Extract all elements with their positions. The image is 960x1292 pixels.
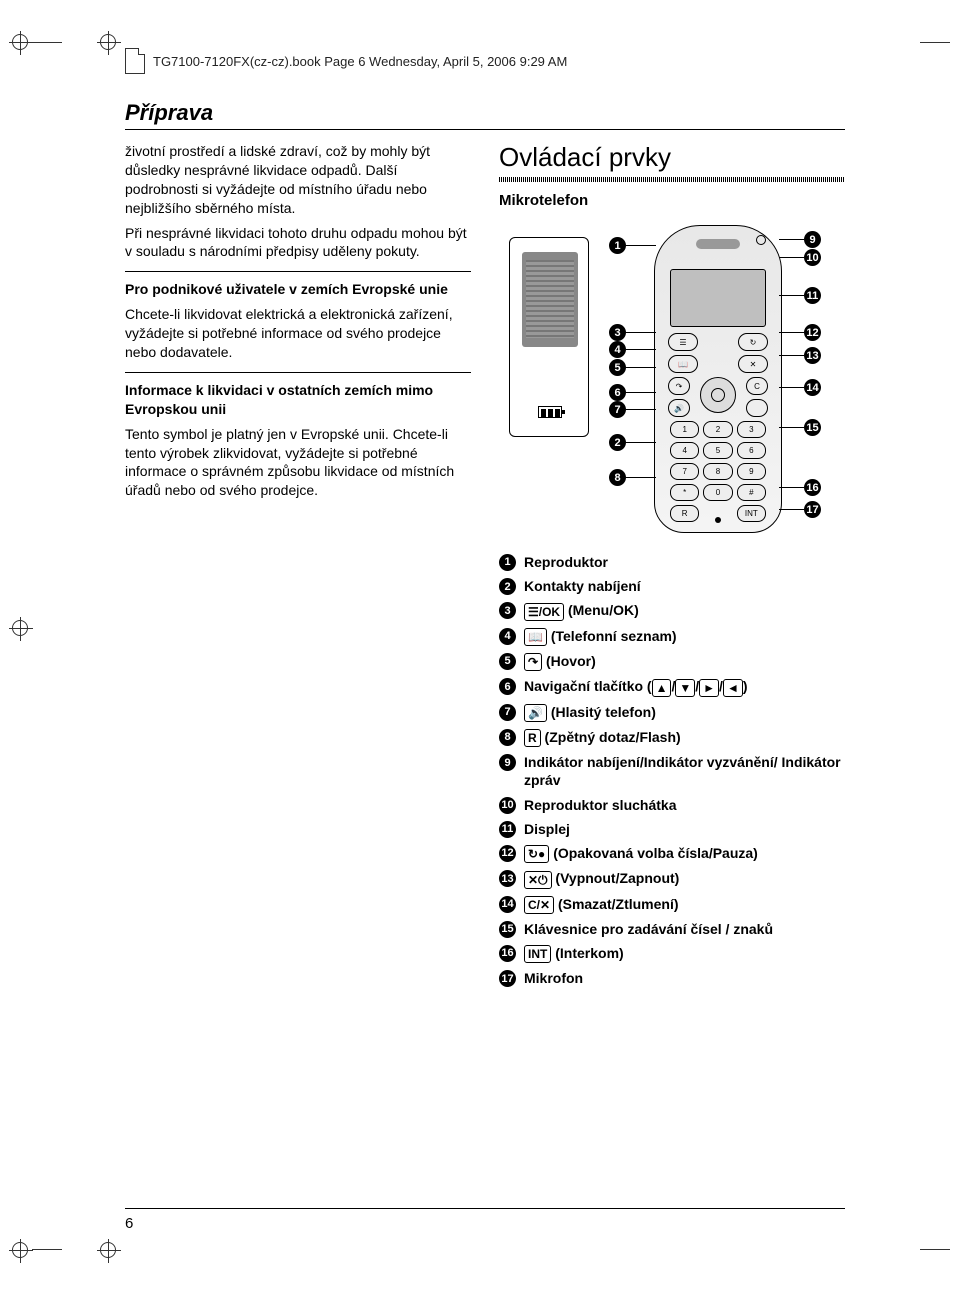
legend-item-3: 3 ☰/OK (Menu/OK) bbox=[499, 601, 845, 620]
legend-num-9: 9 bbox=[499, 754, 516, 771]
page-number: 6 bbox=[125, 1208, 845, 1232]
callout-5: 5 bbox=[609, 359, 626, 376]
callout-2: 2 bbox=[609, 434, 626, 451]
callout-12: 12 bbox=[804, 324, 821, 341]
legend-item-15: 15 Klávesnice pro zadávání čísel / znaků bbox=[499, 920, 845, 938]
callout-14: 14 bbox=[804, 379, 821, 396]
legend-text-9: Indikátor nabíjení/Indikátor vyzvánění/ … bbox=[524, 753, 845, 789]
legend-item-10: 10 Reproduktor sluchátka bbox=[499, 796, 845, 814]
legend-item-13: 13 ✕⏻ (Vypnout/Zapnout) bbox=[499, 869, 845, 888]
header-file-info: TG7100-7120FX(cz-cz).book Page 6 Wednesd… bbox=[125, 48, 567, 74]
legend-text-13: ✕⏻ (Vypnout/Zapnout) bbox=[524, 869, 679, 888]
legend-item-7: 7 🔊 (Hlasitý telefon) bbox=[499, 703, 845, 722]
callout-4: 4 bbox=[609, 341, 626, 358]
callout-6: 6 bbox=[609, 384, 626, 401]
legend-num-12: 12 bbox=[499, 845, 516, 862]
legend-text-14: C/✕ (Smazat/Ztlumení) bbox=[524, 895, 679, 914]
right-column: Ovládací prvky Mikrotelefon ☰↻ 📖✕ bbox=[499, 142, 845, 993]
callout-17: 17 bbox=[804, 501, 821, 518]
book-icon bbox=[125, 48, 145, 74]
legend-text-4: 📖 (Telefonní seznam) bbox=[524, 627, 677, 646]
legend-item-17: 17 Mikrofon bbox=[499, 969, 845, 987]
callout-7: 7 bbox=[609, 401, 626, 418]
para-1: životní prostředí a lidské zdraví, což b… bbox=[125, 142, 471, 218]
legend-num-6: 6 bbox=[499, 678, 516, 695]
callout-13: 13 bbox=[804, 347, 821, 364]
page-content: Příprava životní prostředí a lidské zdra… bbox=[125, 100, 845, 993]
legend-item-11: 11 Displej bbox=[499, 820, 845, 838]
legend-num-16: 16 bbox=[499, 945, 516, 962]
legend-num-15: 15 bbox=[499, 921, 516, 938]
legend-text-1: Reproduktor bbox=[524, 553, 608, 571]
legend-text-3: ☰/OK (Menu/OK) bbox=[524, 601, 639, 620]
legend-num-8: 8 bbox=[499, 729, 516, 746]
callout-15: 15 bbox=[804, 419, 821, 436]
legend-num-11: 11 bbox=[499, 821, 516, 838]
para-2: Při nesprávné likvidaci tohoto druhu odp… bbox=[125, 224, 471, 262]
callout-9: 9 bbox=[804, 231, 821, 248]
legend-item-4: 4 📖 (Telefonní seznam) bbox=[499, 627, 845, 646]
legend-text-11: Displej bbox=[524, 820, 570, 838]
callout-8: 8 bbox=[609, 469, 626, 486]
legend-num-1: 1 bbox=[499, 554, 516, 571]
left-column: životní prostředí a lidské zdraví, což b… bbox=[125, 142, 471, 993]
legend-text-16: INT (Interkom) bbox=[524, 944, 624, 963]
legend-item-5: 5 ↷ (Hovor) bbox=[499, 652, 845, 671]
legend-num-3: 3 bbox=[499, 602, 516, 619]
legend-text-6: Navigační tlačítko (▲/▼/►/◄) bbox=[524, 677, 748, 696]
legend-text-12: ↻● (Opakovaná volba čísla/Pauza) bbox=[524, 844, 758, 863]
subheading-eu: Pro podnikové uživatele v zemích Evropsk… bbox=[125, 280, 471, 299]
callout-1: 1 bbox=[609, 237, 626, 254]
zoom-inset bbox=[509, 237, 589, 437]
legend-text-8: R (Zpětný dotaz/Flash) bbox=[524, 728, 681, 747]
handset-illustration: ☰↻ 📖✕ ↷C 🔊 123 456 789 *0# RINT bbox=[654, 225, 782, 533]
legend-item-16: 16 INT (Interkom) bbox=[499, 944, 845, 963]
legend-list: 1 Reproduktor 2 Kontakty nabíjení 3 ☰/OK (Men… bbox=[499, 553, 845, 987]
legend-num-14: 14 bbox=[499, 896, 516, 913]
legend-num-17: 17 bbox=[499, 970, 516, 987]
callout-10: 10 bbox=[804, 249, 821, 266]
para-3: Chcete-li likvidovat elektrická a elektr… bbox=[125, 305, 471, 362]
para-4: Tento symbol je platný jen v Evropské un… bbox=[125, 425, 471, 501]
legend-text-15: Klávesnice pro zadávání čísel / znaků bbox=[524, 920, 773, 938]
legend-item-1: 1 Reproduktor bbox=[499, 553, 845, 571]
callout-16: 16 bbox=[804, 479, 821, 496]
legend-text-10: Reproduktor sluchátka bbox=[524, 796, 676, 814]
legend-text-7: 🔊 (Hlasitý telefon) bbox=[524, 703, 656, 722]
legend-item-9: 9 Indikátor nabíjení/Indikátor vyzvánění/… bbox=[499, 753, 845, 789]
legend-item-12: 12 ↻● (Opakovaná volba čísla/Pauza) bbox=[499, 844, 845, 863]
legend-item-6: 6 Navigační tlačítko (▲/▼/►/◄) bbox=[499, 677, 845, 696]
section-title: Příprava bbox=[125, 100, 845, 130]
legend-num-2: 2 bbox=[499, 578, 516, 595]
header-text: TG7100-7120FX(cz-cz).book Page 6 Wednesd… bbox=[153, 54, 567, 69]
callout-11: 11 bbox=[804, 287, 821, 304]
legend-num-13: 13 bbox=[499, 870, 516, 887]
legend-num-7: 7 bbox=[499, 704, 516, 721]
heading-rule bbox=[499, 177, 845, 182]
legend-text-17: Mikrofon bbox=[524, 969, 583, 987]
legend-num-10: 10 bbox=[499, 797, 516, 814]
legend-text-2: Kontakty nabíjení bbox=[524, 577, 641, 595]
subheading-noneu: Informace k likvidaci v ostatních zemích… bbox=[125, 381, 471, 419]
handset-diagram: ☰↻ 📖✕ ↷C 🔊 123 456 789 *0# RINT bbox=[499, 219, 845, 539]
callout-3: 3 bbox=[609, 324, 626, 341]
right-heading: Ovládací prvky bbox=[499, 142, 845, 173]
legend-item-14: 14 C/✕ (Smazat/Ztlumení) bbox=[499, 895, 845, 914]
legend-num-5: 5 bbox=[499, 653, 516, 670]
legend-item-2: 2 Kontakty nabíjení bbox=[499, 577, 845, 595]
legend-num-4: 4 bbox=[499, 628, 516, 645]
legend-item-8: 8 R (Zpětný dotaz/Flash) bbox=[499, 728, 845, 747]
legend-text-5: ↷ (Hovor) bbox=[524, 652, 596, 671]
right-subhead: Mikrotelefon bbox=[499, 192, 845, 209]
